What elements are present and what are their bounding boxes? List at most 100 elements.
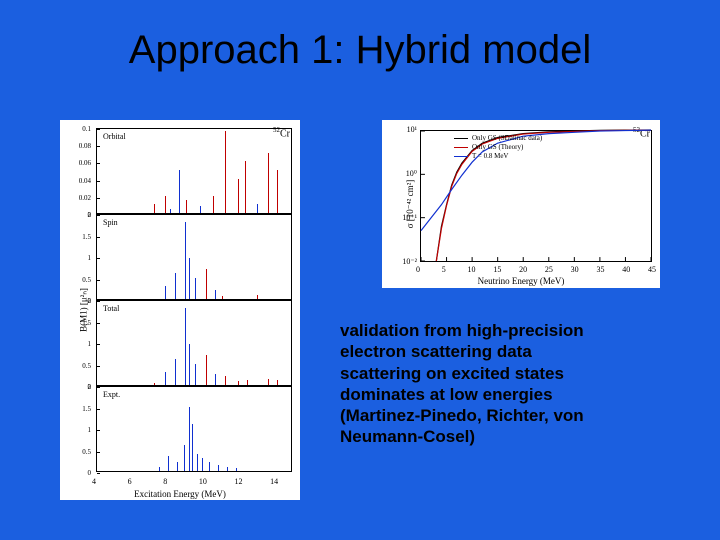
xtick: 20 <box>519 265 527 274</box>
data-stick <box>175 273 176 299</box>
data-stick <box>189 344 190 385</box>
right-cross-section-chart: σ [10⁻⁴² cm²] 52Cr Only GS (SDalinac dat… <box>382 120 660 288</box>
data-stick <box>227 467 228 471</box>
ytick: 2 <box>71 383 91 391</box>
ytick: 10⁻² <box>397 257 417 266</box>
xtick: 35 <box>596 265 604 274</box>
ytick: 2 <box>71 297 91 305</box>
data-stick <box>159 467 160 471</box>
data-stick <box>195 364 196 386</box>
xtick: 10 <box>199 477 207 486</box>
data-stick <box>218 465 219 471</box>
data-stick <box>277 170 278 213</box>
ytick: 0.02 <box>71 194 91 202</box>
data-stick <box>165 372 166 385</box>
ytick: 10⁰ <box>397 169 417 178</box>
data-stick <box>200 206 201 213</box>
data-stick <box>215 374 216 385</box>
data-stick <box>175 359 176 385</box>
data-stick <box>277 380 278 385</box>
panel-label: Spin <box>103 218 118 227</box>
xtick: 10 <box>468 265 476 274</box>
xtick: 40 <box>622 265 630 274</box>
data-stick <box>195 278 196 300</box>
data-stick <box>179 170 180 213</box>
data-stick <box>185 222 186 299</box>
ytick: 10¹ <box>397 125 417 134</box>
data-stick <box>257 204 258 213</box>
ytick: 0.04 <box>71 177 91 185</box>
ytick: 0.5 <box>71 448 91 456</box>
data-stick <box>197 454 198 471</box>
slide-title: Approach 1: Hybrid model <box>0 28 720 73</box>
data-stick <box>209 462 210 471</box>
data-stick <box>206 269 207 299</box>
xtick: 45 <box>648 265 656 274</box>
data-stick <box>206 355 207 385</box>
data-stick <box>192 424 193 471</box>
data-stick <box>245 161 246 213</box>
data-stick <box>165 286 166 299</box>
data-stick <box>170 209 171 213</box>
data-stick <box>189 258 190 299</box>
data-stick <box>268 153 269 213</box>
ytick: 1 <box>71 426 91 434</box>
left-panel-0: Orbital00.020.040.060.080.1 <box>96 128 292 214</box>
xtick: 25 <box>545 265 553 274</box>
ytick: 0.5 <box>71 276 91 284</box>
ytick: 1.5 <box>71 405 91 413</box>
data-stick <box>184 445 185 471</box>
data-stick <box>238 179 239 213</box>
panel-label: Orbital <box>103 132 126 141</box>
xtick: 8 <box>163 477 167 486</box>
xtick: 30 <box>571 265 579 274</box>
ytick: 2 <box>71 211 91 219</box>
legend-item: T = 0.8 MeV <box>454 152 542 161</box>
data-stick <box>168 456 169 471</box>
ytick: 1 <box>71 340 91 348</box>
ytick: 1.5 <box>71 233 91 241</box>
panel-label: Total <box>103 304 119 313</box>
data-stick <box>213 196 214 213</box>
data-stick <box>177 462 178 471</box>
xtick: 6 <box>128 477 132 486</box>
data-stick <box>247 380 248 385</box>
panel-label: Expt. <box>103 390 120 399</box>
right-legend: Only GS (SDalinac data)Only GS (Theory)T… <box>454 134 542 161</box>
left-panel-1: Spin00.511.52 <box>96 214 292 300</box>
data-stick <box>222 296 223 299</box>
ytick: 0.08 <box>71 142 91 150</box>
xtick: 5 <box>442 265 446 274</box>
data-stick <box>225 131 226 213</box>
ytick: 1 <box>71 254 91 262</box>
data-stick <box>185 308 186 385</box>
data-stick <box>257 295 258 299</box>
data-stick <box>236 468 237 471</box>
ytick: 0.5 <box>71 362 91 370</box>
data-stick <box>186 200 187 213</box>
legend-item: Only GS (Theory) <box>454 143 542 152</box>
ytick: 10⁻¹ <box>397 213 417 222</box>
data-stick <box>215 290 216 299</box>
data-stick <box>165 196 166 213</box>
xtick: 4 <box>92 477 96 486</box>
data-stick <box>154 204 155 213</box>
data-stick <box>154 383 155 385</box>
data-stick <box>238 381 239 385</box>
data-stick <box>202 458 203 471</box>
ytick: 0.1 <box>71 125 91 133</box>
xtick: 14 <box>270 477 278 486</box>
left-panel-3: Expt.00.511.52 <box>96 386 292 472</box>
data-stick <box>268 379 269 385</box>
left-multipanel-chart: B(M1) [μ²ₙ] 52Cr Orbital00.020.040.060.0… <box>60 120 300 500</box>
data-stick <box>225 376 226 385</box>
xtick: 0 <box>416 265 420 274</box>
right-xlabel: Neutrino Energy (MeV) <box>478 276 565 286</box>
xtick: 12 <box>235 477 243 486</box>
legend-item: Only GS (SDalinac data) <box>454 134 542 143</box>
caption-text: validation from high-precisionelectron s… <box>340 320 660 448</box>
xtick: 15 <box>493 265 501 274</box>
ytick: 1.5 <box>71 319 91 327</box>
left-panel-2: Total00.511.52 <box>96 300 292 386</box>
data-stick <box>189 407 190 472</box>
